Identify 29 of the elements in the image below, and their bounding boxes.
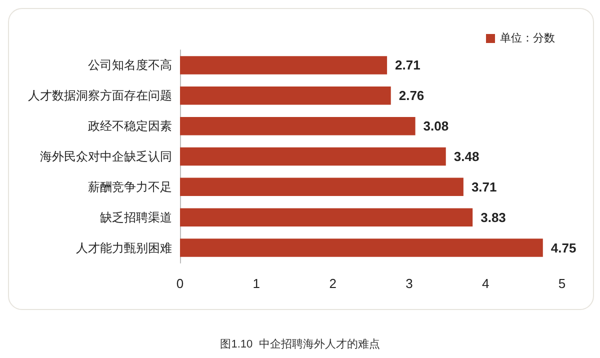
data-label: 3.83 [480, 210, 506, 225]
bar [180, 147, 446, 166]
data-label: 3.71 [471, 179, 497, 194]
y-tick-label: 缺乏招聘渠道 [100, 210, 172, 224]
data-label: 2.76 [398, 88, 424, 104]
data-label: 4.75 [550, 240, 576, 256]
y-tick-label: 人才数据洞察方面存在问题 [28, 88, 172, 103]
bar [180, 86, 391, 105]
y-tick-label: 海外民众对中企缺乏认同 [40, 150, 172, 164]
y-tick-label: 薪酬竞争力不足 [88, 180, 172, 194]
y-tick-label: 公司知名度不高 [88, 58, 172, 72]
y-tick-label: 政经不稳定因素 [88, 119, 172, 134]
x-tick-label: 0 [176, 276, 184, 291]
x-tick-label: 2 [329, 276, 336, 291]
bar [180, 208, 473, 226]
y-tick-label: 人才能力甄别困难 [76, 240, 172, 255]
x-tick-label: 5 [558, 276, 566, 291]
x-tick-label: 1 [252, 276, 260, 291]
x-tick-label: 3 [406, 276, 413, 291]
data-label: 3.08 [423, 118, 449, 134]
bar [180, 116, 416, 136]
legend-label: 单位：分数 [500, 32, 555, 44]
bar [180, 238, 543, 257]
caption: 图1.10 中企招聘海外人才的难点 [220, 338, 380, 350]
bar [180, 178, 464, 196]
x-tick-label: 4 [482, 276, 490, 291]
data-label: 2.71 [395, 58, 420, 73]
bar [180, 56, 388, 74]
data-label: 3.48 [454, 149, 480, 164]
